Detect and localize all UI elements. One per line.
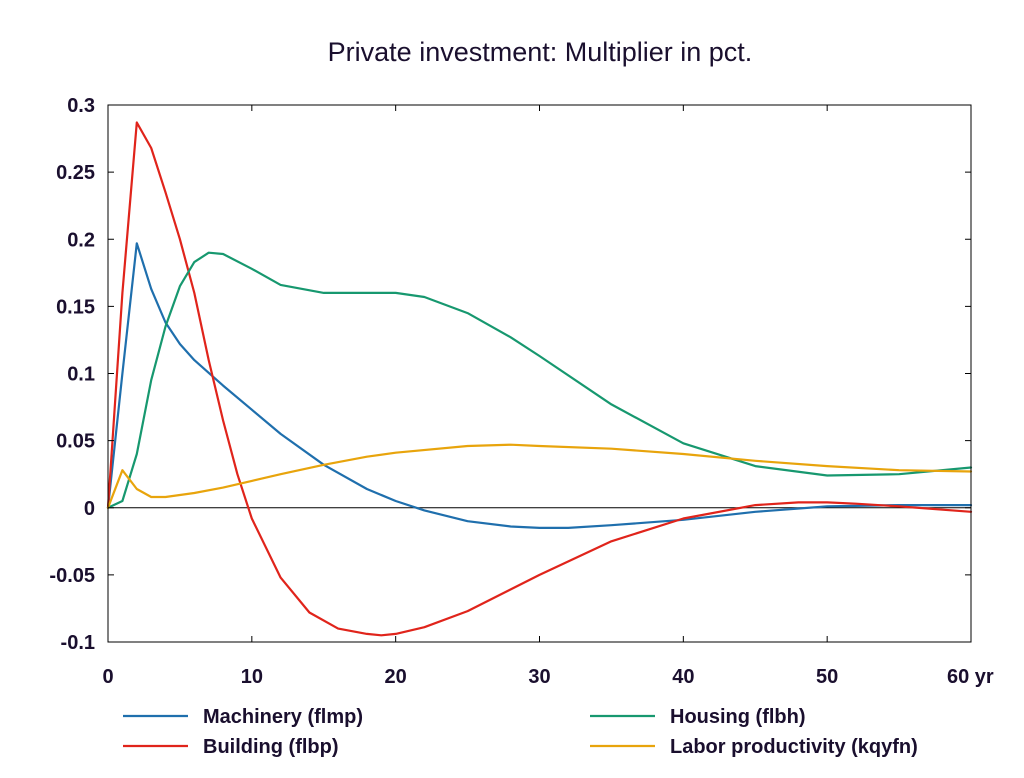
x-axis: 0 10 20 30 40 50 60 yr [102, 105, 994, 688]
y-axis: 0.3 0.25 0.2 0.15 0.1 0.05 0 -0.05 -0.1 [49, 95, 971, 654]
y-tick-label: 0 [84, 498, 95, 520]
y-tick-label: 0.2 [67, 229, 95, 251]
series-line-machinery-flmp [106, 242, 973, 530]
legend-label-machinery-flmp: Machinery (flmp) [203, 706, 363, 728]
plot-frame [107, 104, 972, 643]
x-tick-label: 10 [241, 666, 263, 688]
series-layer [106, 121, 973, 637]
legend-label-labor-productivity-kqyfn: Labor productivity (kqyfn) [670, 736, 918, 758]
y-tick-label: 0.15 [56, 296, 95, 318]
y-tick-label: -0.1 [61, 632, 95, 654]
series-line-labor-productivity-kqyfn [106, 443, 973, 509]
y-tick-label: 0.1 [67, 364, 95, 386]
legend-label-building-flbp: Building (flbp) [203, 736, 339, 758]
legend: Machinery (flmp) Building (flbp) Housing (… [123, 706, 918, 758]
x-tick-label: 0 [102, 666, 113, 688]
y-tick-label: 0.25 [56, 162, 95, 184]
chart-title: Private investment: Multiplier in pct. [328, 37, 753, 67]
legend-label-housing-flbh: Housing (flbh) [670, 706, 806, 728]
y-tick-label: 0.3 [67, 95, 95, 117]
y-tick-label: 0.05 [56, 431, 95, 453]
x-tick-label: 40 [672, 666, 694, 688]
x-tick-label: 30 [528, 666, 550, 688]
series-line-housing-flbh [106, 251, 973, 509]
y-tick-label: -0.05 [49, 565, 95, 587]
x-tick-label: 50 [816, 666, 838, 688]
series-line-building-flbp [106, 121, 973, 637]
x-tick-label: 60 yr [947, 666, 994, 688]
x-tick-label: 20 [385, 666, 407, 688]
